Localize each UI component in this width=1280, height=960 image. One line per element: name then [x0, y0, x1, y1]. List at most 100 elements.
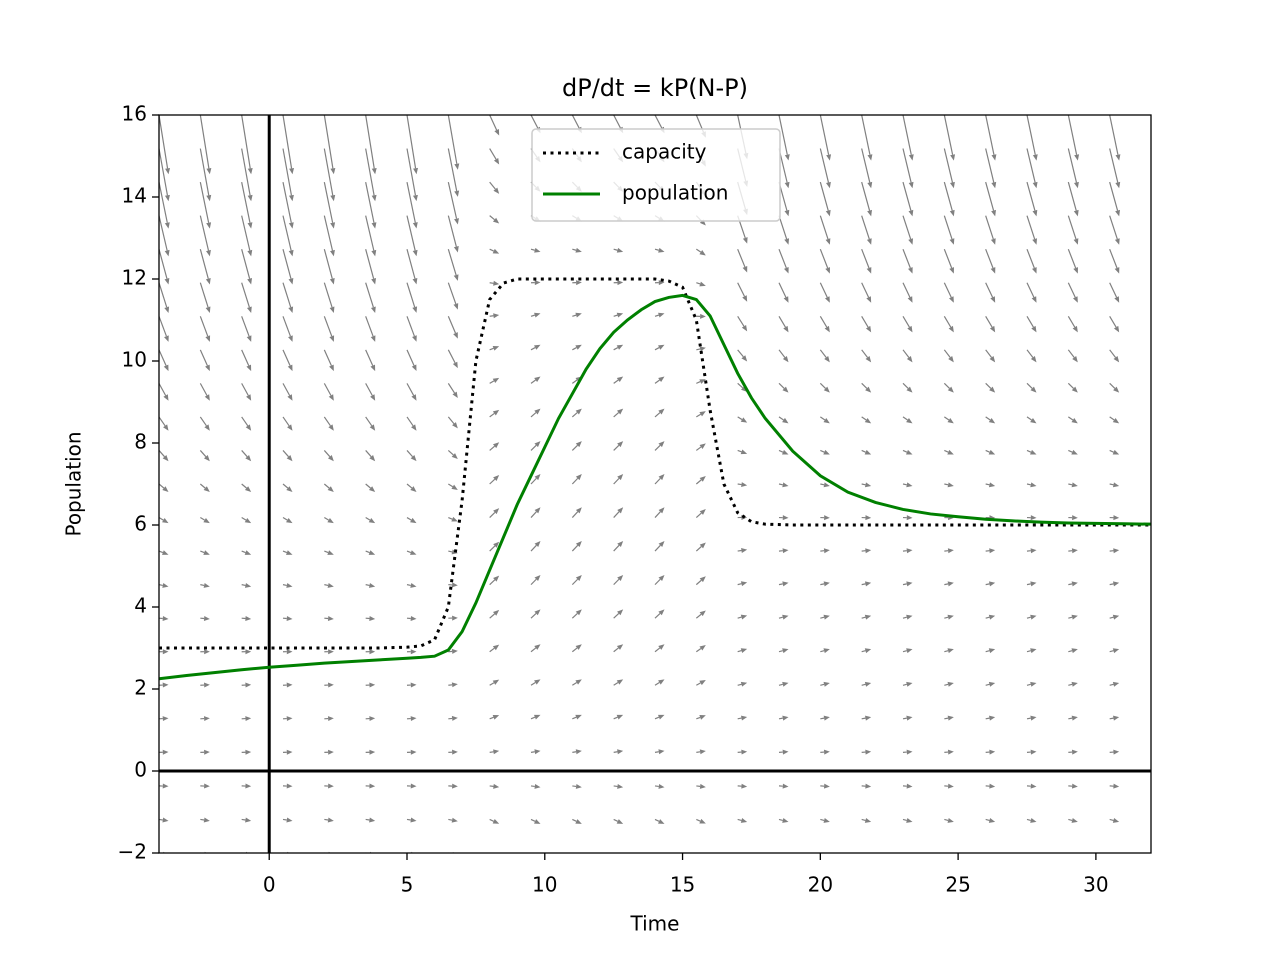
- field-arrow-head: [493, 280, 500, 286]
- chart-title: dP/dt = kP(N-P): [562, 74, 748, 102]
- field-arrow-shaft: [489, 716, 494, 720]
- field-arrow-shaft: [985, 382, 992, 389]
- field-arrow-shaft: [447, 383, 456, 394]
- field-arrow-head: [369, 649, 376, 655]
- field-arrow-head: [950, 154, 956, 161]
- field-arrow-head: [740, 715, 748, 721]
- field-arrow-shaft: [902, 315, 910, 328]
- field-arrow-shaft: [902, 148, 912, 183]
- field-arrow-head: [865, 749, 872, 755]
- field-arrow-shaft: [324, 517, 329, 521]
- field-arrow-shaft: [530, 818, 536, 822]
- field-arrow-head: [658, 714, 665, 720]
- field-arrow-head: [493, 187, 500, 194]
- field-arrow-head: [534, 749, 541, 755]
- field-arrow-shaft: [654, 248, 659, 251]
- field-arrow-shaft: [406, 282, 416, 308]
- field-arrow-head: [454, 163, 460, 170]
- field-arrow-shaft: [365, 215, 375, 251]
- field-arrow-head: [286, 517, 293, 524]
- field-arrow-head: [245, 783, 252, 789]
- field-arrow-shaft: [819, 248, 829, 269]
- field-arrow-head: [699, 346, 706, 352]
- field-arrow-head: [1113, 783, 1120, 789]
- field-arrow-head: [740, 614, 748, 620]
- field-arrow-shaft: [695, 579, 702, 586]
- field-arrow-head: [906, 681, 913, 687]
- field-arrow-head: [906, 482, 913, 488]
- field-arrow-head: [203, 517, 210, 524]
- field-arrow-head: [371, 167, 377, 175]
- field-arrow-head: [950, 181, 955, 189]
- field-arrow-shaft: [696, 413, 702, 418]
- field-arrow-head: [493, 783, 500, 789]
- field-arrow-shaft: [406, 115, 417, 169]
- field-arrow-head: [907, 325, 913, 333]
- field-arrow-head: [534, 376, 541, 383]
- field-arrow-head: [575, 408, 582, 415]
- field-arrow-head: [825, 209, 831, 217]
- field-arrow-head: [658, 749, 665, 755]
- field-arrow-head: [246, 335, 252, 342]
- field-arrow-head: [493, 541, 500, 548]
- field-arrow-head: [244, 517, 252, 524]
- field-arrow-head: [1030, 449, 1037, 455]
- field-arrow-shaft: [365, 249, 375, 279]
- field-arrow-shaft: [489, 579, 496, 586]
- field-arrow-head: [616, 344, 624, 350]
- field-arrow-head: [204, 424, 210, 431]
- field-arrow-head: [1071, 614, 1078, 620]
- field-arrow-shaft: [489, 478, 496, 485]
- field-arrow-shaft: [861, 181, 871, 211]
- field-arrow-shaft: [820, 449, 825, 453]
- field-arrow-shaft: [902, 282, 911, 298]
- field-arrow-shaft: [159, 115, 169, 169]
- field-arrow-head: [492, 442, 500, 449]
- field-arrow-head: [740, 648, 748, 653]
- field-arrow-head: [453, 246, 459, 253]
- field-arrow-head: [947, 386, 954, 393]
- field-arrow-shaft: [241, 148, 251, 196]
- field-arrow-head: [329, 335, 335, 342]
- plot-area: 0 5 10 15 20 25 30 −2 0 2 4 6 8 10 12 14 16 capacity popul…: [118, 102, 1152, 897]
- field-arrow-head: [617, 783, 624, 789]
- field-arrow-head: [245, 749, 252, 755]
- field-arrow-shaft: [613, 379, 619, 384]
- field-arrow-shaft: [324, 550, 329, 554]
- field-arrow-shaft: [943, 248, 953, 269]
- field-arrow-shaft: [778, 315, 786, 328]
- field-arrow-shaft: [199, 249, 209, 279]
- field-arrow-head: [286, 455, 293, 462]
- field-arrow-head: [949, 267, 954, 274]
- field-arrow-head: [783, 296, 789, 303]
- field-arrow-head: [206, 222, 212, 229]
- field-arrow-shaft: [1026, 483, 1031, 486]
- field-arrow-head: [782, 548, 789, 554]
- field-arrow-shaft: [1026, 449, 1032, 453]
- field-arrow-shaft: [447, 282, 457, 305]
- field-arrow-shaft: [1068, 650, 1073, 653]
- field-arrow-head: [371, 194, 377, 202]
- field-arrow-head: [782, 715, 789, 721]
- field-arrow-head: [948, 325, 954, 333]
- field-arrow-head: [1030, 749, 1037, 755]
- field-arrow-shaft: [489, 115, 498, 131]
- field-arrow-shaft: [241, 584, 246, 587]
- field-arrow-head: [864, 449, 872, 455]
- field-arrow-shaft: [323, 181, 334, 223]
- field-arrow-head: [740, 417, 748, 423]
- field-arrow-head: [947, 749, 954, 755]
- field-arrow-shaft: [696, 751, 701, 753]
- field-arrow-shaft: [861, 382, 868, 389]
- field-arrow-shaft: [737, 717, 742, 720]
- field-arrow-head: [247, 278, 253, 285]
- field-arrow-shaft: [778, 683, 783, 686]
- field-arrow-shaft: [406, 316, 415, 337]
- field-arrow-shaft: [820, 683, 825, 686]
- field-arrow-shaft: [282, 416, 290, 427]
- field-arrow-shaft: [530, 511, 537, 518]
- field-arrow-head: [534, 783, 541, 789]
- field-arrow-head: [865, 325, 872, 333]
- field-arrow-head: [699, 443, 706, 449]
- field-arrow-head: [825, 296, 830, 303]
